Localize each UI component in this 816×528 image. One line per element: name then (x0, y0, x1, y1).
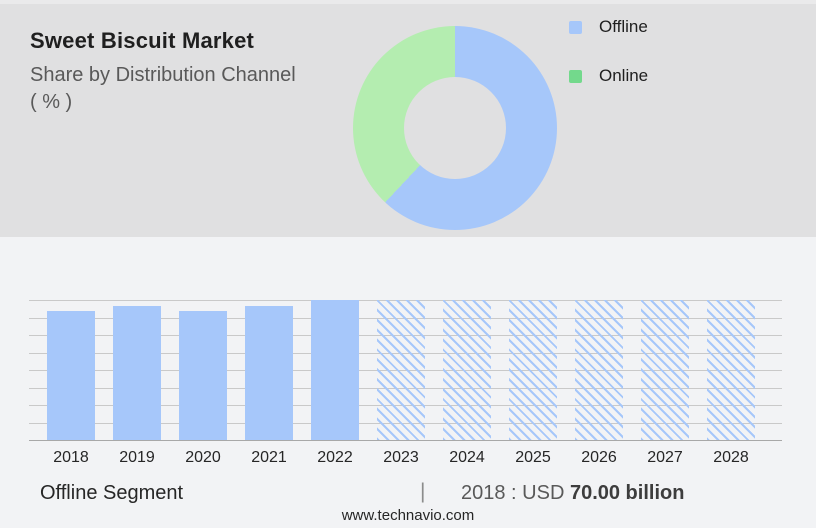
top-strip (0, 0, 816, 4)
title-block: Sweet Biscuit Market Share by Distributi… (30, 28, 350, 116)
page-subtitle: Share by Distribution Channel ( % ) (30, 62, 350, 116)
offline-legend-swatch (569, 20, 582, 34)
online-legend-label: Online (599, 66, 649, 85)
website-url: www.technavio.com (341, 507, 475, 524)
value-amount: 70.00 billion (569, 482, 685, 504)
subtitle-line2: ( % ) (30, 91, 73, 113)
legend-item-online: Online (569, 66, 648, 86)
segment-label: Offline Segment (40, 482, 184, 504)
legend-item-offline: Offline (569, 17, 648, 37)
donut-hole (404, 77, 506, 179)
market-value: 2018 : USD 70.00 billion (461, 482, 684, 505)
offline-legend-label: Offline (599, 17, 648, 36)
online-legend-swatch (569, 69, 582, 83)
subtitle-line1: Share by Distribution Channel (30, 64, 296, 86)
share-chart-section: Sweet Biscuit Market Share by Distributi… (0, 0, 816, 237)
donut-chart (353, 26, 557, 230)
separator-bar: | (420, 480, 426, 503)
page-title: Sweet Biscuit Market (30, 28, 255, 53)
value-prefix: 2018 : USD (461, 482, 570, 504)
